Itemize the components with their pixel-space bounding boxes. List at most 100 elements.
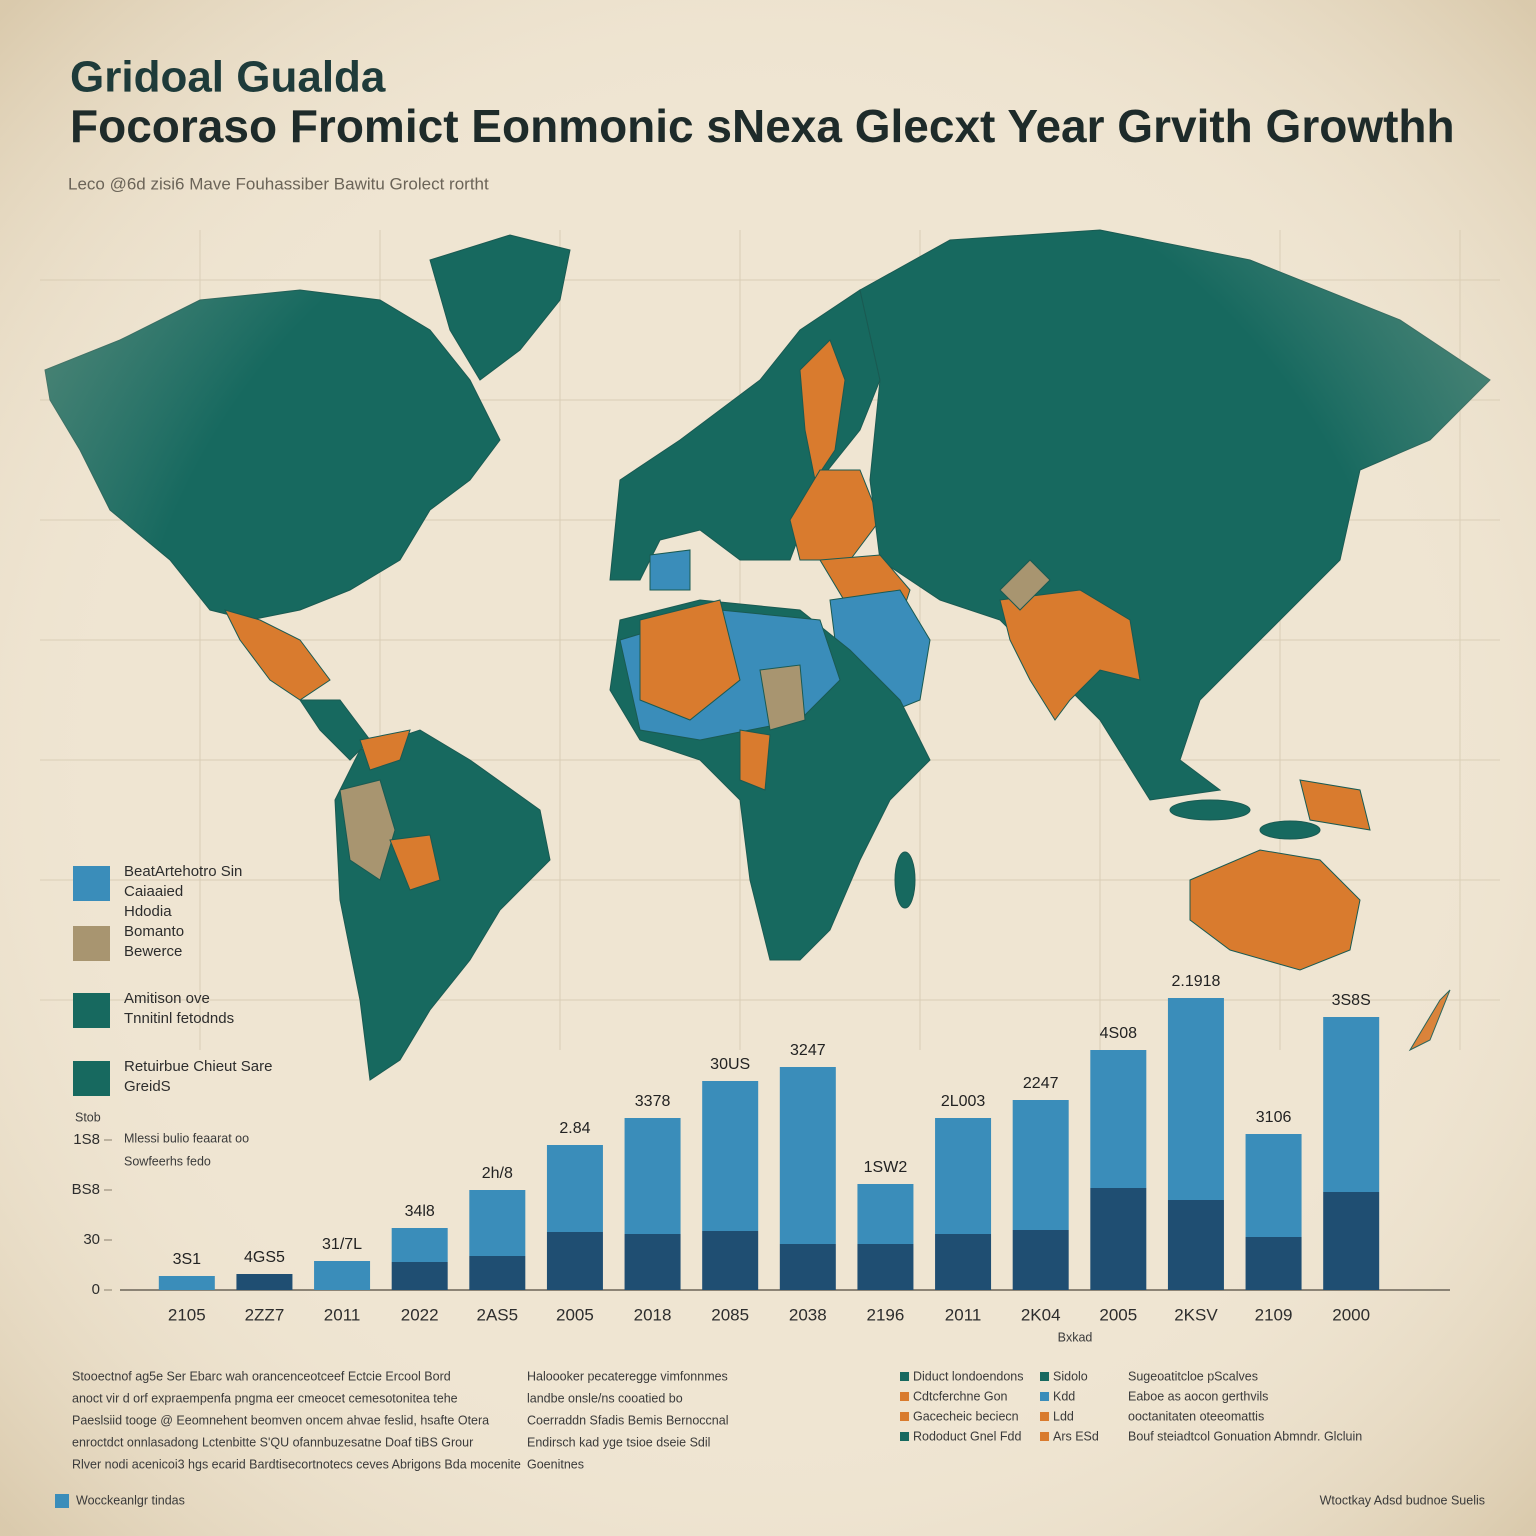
bar-segment (391, 1228, 448, 1262)
legend-text: Retuirbue Chieut Sare (124, 1058, 272, 1075)
y-tick-label: BS8 (72, 1181, 100, 1198)
key-text: Kdd (1053, 1389, 1075, 1403)
x-tick-label: 2005 (556, 1305, 594, 1324)
key-text: Rododuct Gnel Fdd (913, 1429, 1021, 1443)
x-tick-label: 2105 (168, 1305, 206, 1324)
note-text: Endirsch kad yge tsioe dseie Sdil (527, 1435, 710, 1449)
note-text: Bouf steiadtcol Gonuation Abmndr. Glclui… (1128, 1429, 1362, 1443)
bar-segment (1090, 1188, 1147, 1290)
x-tick-label: 2196 (867, 1305, 905, 1324)
footer-icon (55, 1494, 69, 1508)
x-tick-label: 2ZZ7 (245, 1305, 285, 1324)
bar-segment (779, 1067, 836, 1244)
bar-segment (1167, 1200, 1224, 1290)
key-text: Sidolo (1053, 1369, 1088, 1383)
note-text: Paeslsiid tooge @ Eeomnehent beomven onc… (72, 1413, 489, 1427)
key-text: Ldd (1053, 1409, 1074, 1423)
value-label: 3378 (635, 1093, 671, 1110)
x-tick-label: 2022 (401, 1305, 439, 1324)
bar-segment (236, 1274, 293, 1290)
legend-swatch (73, 1061, 110, 1096)
bar-segment (1323, 1017, 1380, 1192)
key-text: Ars ESd (1053, 1429, 1099, 1443)
bar-segment (624, 1234, 681, 1290)
key-swatch (1040, 1432, 1049, 1441)
axis-note: Mlessi bulio feaarat oo (124, 1131, 249, 1145)
axis-note: Stob (75, 1110, 101, 1124)
key-text: Diduct londoendons (913, 1369, 1024, 1383)
value-label: 2.1918 (1171, 973, 1220, 990)
bar-segment (1012, 1230, 1069, 1290)
key-swatch (1040, 1372, 1049, 1381)
x-tick-label: 2011 (945, 1305, 982, 1324)
bar-segment (1167, 998, 1224, 1200)
legend-text: Bomanto (124, 923, 184, 940)
bar-segment (158, 1276, 215, 1290)
key-swatch (1040, 1392, 1049, 1401)
bar-segment (935, 1234, 992, 1290)
axis-note: Sowfeerhs fedo (124, 1154, 211, 1168)
note-text: Haloooker pecateregge vimfonnmes (527, 1369, 728, 1383)
key-swatch (900, 1372, 909, 1381)
bar-segment (779, 1244, 836, 1290)
key-text: Gacecheic beciecn (913, 1409, 1019, 1423)
bar-segment (469, 1256, 526, 1290)
x-tick-label: 2109 (1255, 1305, 1293, 1324)
key-swatch (1040, 1412, 1049, 1421)
value-label: 2247 (1023, 1075, 1059, 1092)
legend-swatch (73, 993, 110, 1028)
value-label: 3S8S (1332, 992, 1371, 1009)
bar-segment (935, 1118, 992, 1234)
value-label: 31/7L (322, 1236, 362, 1253)
bar-segment (857, 1244, 914, 1290)
title-line2: Focoraso Fromict Eonmonic sNexa Glecxt Y… (70, 100, 1455, 152)
legend-text: GreidS (124, 1078, 171, 1095)
bar-segment (857, 1184, 914, 1244)
bar-segment (546, 1232, 603, 1290)
x-tick-label: 2005 (1099, 1305, 1137, 1324)
subtitle: Leco @6d zisi6 Mave Fouhassiber Bawitu G… (68, 174, 489, 193)
value-label: 1SW2 (864, 1159, 908, 1176)
note-text: Stooectnof ag5e Ser Ebarc wah orancenceo… (72, 1369, 451, 1383)
x-axis-label: Bxkad (1058, 1330, 1093, 1344)
x-tick-label: 2085 (711, 1305, 749, 1324)
bar-segment (546, 1145, 603, 1232)
bar-segment (702, 1081, 759, 1231)
legend-text: Hdodia (124, 903, 172, 920)
bar-segment (702, 1231, 759, 1290)
note-text: ooctanitaten oteeomattis (1128, 1409, 1264, 1423)
bar-segment (391, 1262, 448, 1290)
key-swatch (900, 1412, 909, 1421)
bar-segment (1012, 1100, 1069, 1230)
y-tick-label: 1S8 (73, 1131, 100, 1148)
bar-segment (469, 1190, 526, 1256)
y-tick-label: 0 (92, 1281, 100, 1298)
x-tick-label: 2K04 (1021, 1305, 1061, 1324)
value-label: 3106 (1256, 1109, 1292, 1126)
note-text: Coerraddn Sfadis Bemis Bernoccnal (527, 1413, 729, 1427)
legend-text: Tnnitinl fetodnds (124, 1010, 234, 1027)
bar-segment (1090, 1050, 1147, 1188)
key-swatch (900, 1432, 909, 1441)
value-label: 2h/8 (482, 1165, 513, 1182)
x-tick-label: 2000 (1332, 1305, 1370, 1324)
bar-segment (1245, 1134, 1302, 1237)
note-text: Goenitnes (527, 1457, 584, 1471)
bar-segment (1323, 1192, 1380, 1290)
value-label: 3S1 (173, 1251, 202, 1268)
x-tick-label: 2AS5 (477, 1305, 519, 1324)
footer-left: Wocckeanlgr tindas (76, 1493, 185, 1507)
x-tick-label: 2KSV (1174, 1305, 1218, 1324)
note-text: anoct vir d orf expraempenfa pngma eer c… (72, 1391, 458, 1405)
value-label: 34l8 (405, 1203, 435, 1220)
value-label: 3247 (790, 1042, 826, 1059)
value-label: 30US (710, 1056, 750, 1073)
value-label: 4GS5 (244, 1249, 285, 1266)
note-text: Eaboe as aocon gerthvils (1128, 1389, 1268, 1403)
key-text: Cdtcferchne Gon (913, 1389, 1008, 1403)
bar-segment (314, 1261, 371, 1290)
x-tick-label: 2018 (634, 1305, 672, 1324)
